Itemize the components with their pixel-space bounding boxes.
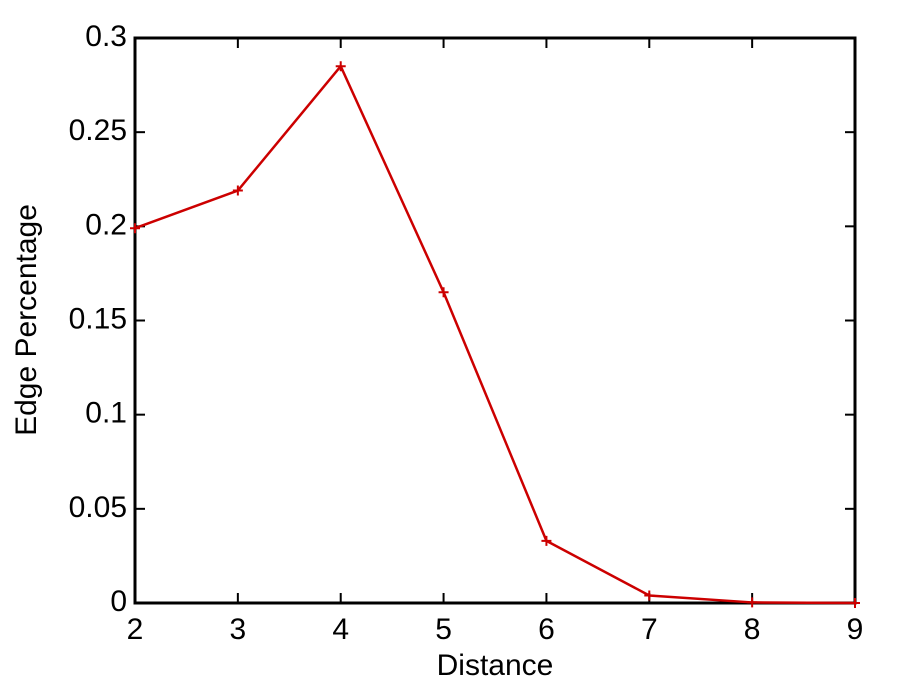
y-axis-label: Edge Percentage — [10, 204, 43, 436]
x-tick-label: 2 — [127, 613, 144, 646]
y-tick-label: 0 — [110, 585, 127, 618]
x-axis-label: Distance — [437, 649, 554, 682]
data-marker — [438, 287, 449, 298]
x-tick-label: 3 — [230, 613, 247, 646]
x-tick-label: 7 — [641, 613, 658, 646]
data-marker — [541, 535, 552, 546]
x-tick-label: 8 — [744, 613, 761, 646]
x-tick-label: 9 — [847, 613, 864, 646]
y-tick-label: 0.25 — [69, 114, 127, 147]
y-tick-label: 0.15 — [69, 302, 127, 335]
y-tick-label: 0.1 — [85, 397, 127, 430]
x-tick-label: 4 — [332, 613, 349, 646]
data-marker — [130, 223, 140, 234]
data-marker — [644, 590, 655, 601]
y-tick-label: 0.05 — [69, 491, 127, 524]
data-line — [134, 63, 856, 605]
data-marker — [232, 185, 243, 196]
data-marker — [747, 597, 758, 608]
plot-frame — [133, 36, 857, 605]
y-tick-label: 0.3 — [85, 20, 127, 53]
data-marker — [850, 598, 860, 608]
data-marker — [335, 61, 346, 72]
x-tick-label: 6 — [538, 613, 555, 646]
x-tick-label: 5 — [435, 613, 452, 646]
y-tick-label: 0.2 — [85, 208, 127, 241]
